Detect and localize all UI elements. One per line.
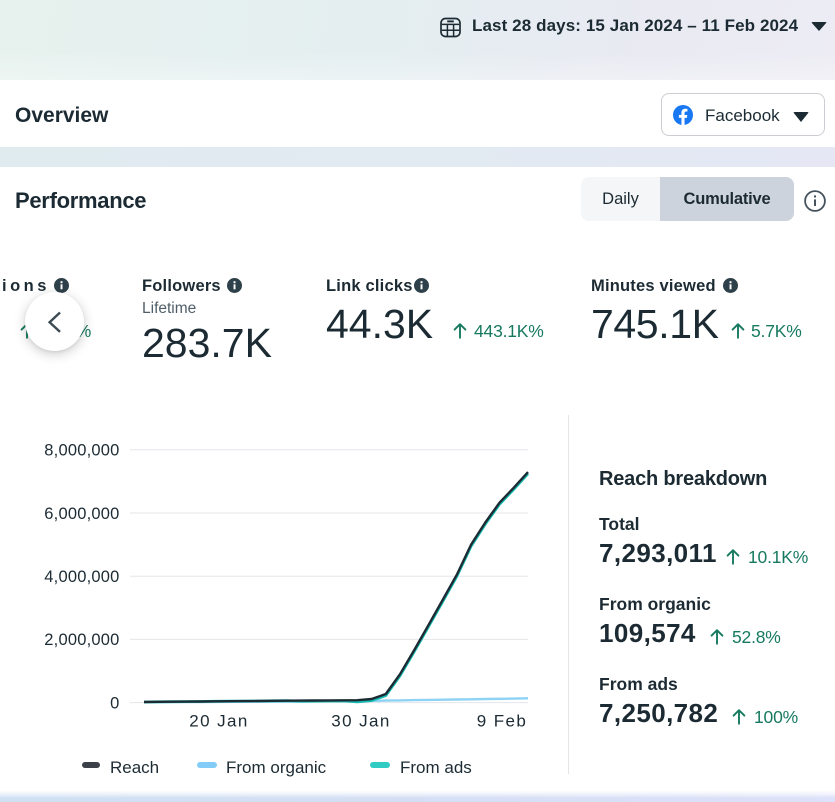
svg-text:9 Feb: 9 Feb (477, 712, 527, 731)
svg-text:30 Jan: 30 Jan (331, 712, 390, 731)
svg-text:0: 0 (110, 694, 119, 712)
svg-text:20 Jan: 20 Jan (189, 712, 248, 731)
svg-text:4,000,000: 4,000,000 (44, 568, 119, 586)
svg-text:8,000,000: 8,000,000 (44, 442, 119, 460)
svg-text:2,000,000: 2,000,000 (44, 631, 119, 649)
svg-text:6,000,000: 6,000,000 (44, 505, 119, 523)
